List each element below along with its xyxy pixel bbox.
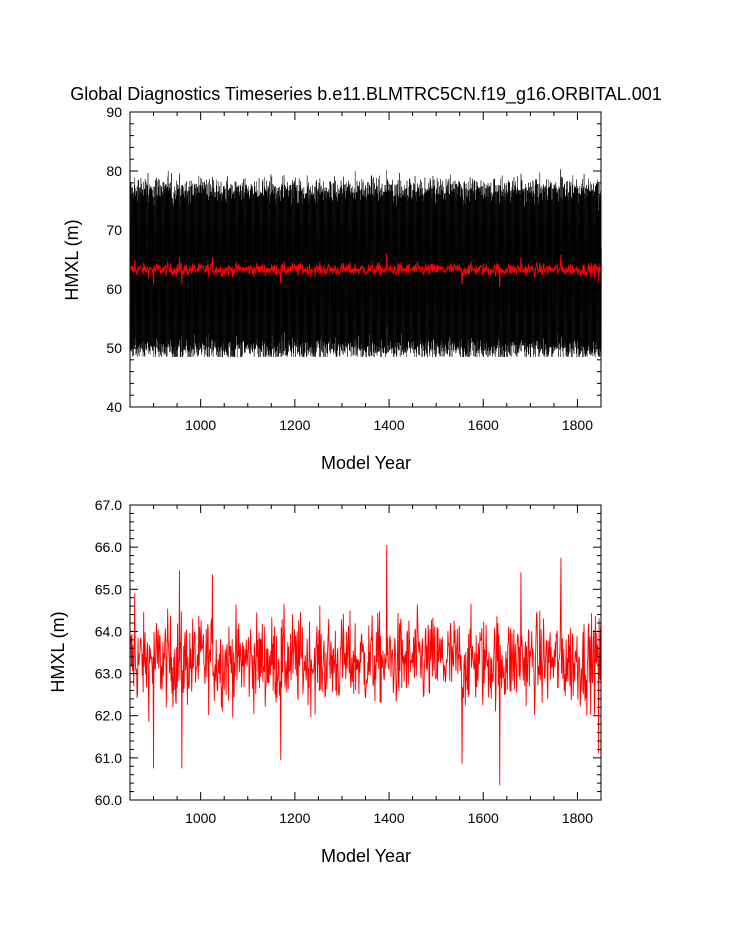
y-tick-label: 61.0 <box>95 750 122 766</box>
top-monthly-line <box>129 169 602 358</box>
x-tick-label: 1400 <box>373 810 404 826</box>
top-x-ticks: 1000 1200 1400 1600 1800 <box>129 112 602 433</box>
x-tick-label: 1000 <box>185 810 216 826</box>
y-tick-label: 64.0 <box>95 623 122 639</box>
bottom-y-ticks: 60.0 61.0 62.0 63.0 64.0 65.0 66.0 67.0 <box>95 497 601 808</box>
y-tick-label: 62.0 <box>95 708 122 724</box>
y-tick-label: 63.0 <box>95 666 122 682</box>
y-tick-label: 40 <box>106 399 122 415</box>
y-tick-label: 80 <box>106 163 122 179</box>
x-tick-label: 1000 <box>185 417 216 433</box>
y-tick-label: 70 <box>106 222 122 238</box>
x-tick-label: 1200 <box>279 810 310 826</box>
x-tick-label: 1600 <box>468 810 499 826</box>
y-tick-label: 50 <box>106 340 122 356</box>
y-tick-label: 60 <box>106 281 122 297</box>
x-tick-label: 1800 <box>562 810 593 826</box>
top-monthly-series <box>129 169 602 358</box>
top-x-axis-label: Model Year <box>321 453 411 473</box>
y-tick-label: 90 <box>106 104 122 120</box>
bottom-annual-series <box>129 545 602 786</box>
x-tick-label: 1400 <box>373 417 404 433</box>
x-tick-label: 1600 <box>468 417 499 433</box>
top-panel: 1000 1200 1400 1600 1800 40 50 60 70 80 90 Model … <box>62 104 602 473</box>
top-y-ticks: 40 50 60 70 80 90 <box>106 104 601 415</box>
top-y-axis-label: HMXL (m) <box>62 219 82 300</box>
top-annual-series <box>129 253 602 287</box>
x-tick-label: 1800 <box>562 417 593 433</box>
x-tick-label: 1200 <box>279 417 310 433</box>
y-tick-label: 66.0 <box>95 539 122 555</box>
y-tick-label: 67.0 <box>95 497 122 513</box>
y-tick-label: 60.0 <box>95 792 122 808</box>
bottom-y-axis-label: HMXL (m) <box>48 611 68 692</box>
y-tick-label: 65.0 <box>95 581 122 597</box>
bottom-panel: 1000 1200 1400 1600 1800 60.0 61.0 62.0 63.0 64.… <box>48 497 602 866</box>
bottom-x-axis-label: Model Year <box>321 846 411 866</box>
bottom-annual-line <box>129 545 602 786</box>
bottom-x-ticks: 1000 1200 1400 1600 1800 <box>129 505 602 826</box>
top-annual-line <box>129 253 602 287</box>
figure-title: Global Diagnostics Timeseries b.e11.BLMT… <box>70 84 662 105</box>
